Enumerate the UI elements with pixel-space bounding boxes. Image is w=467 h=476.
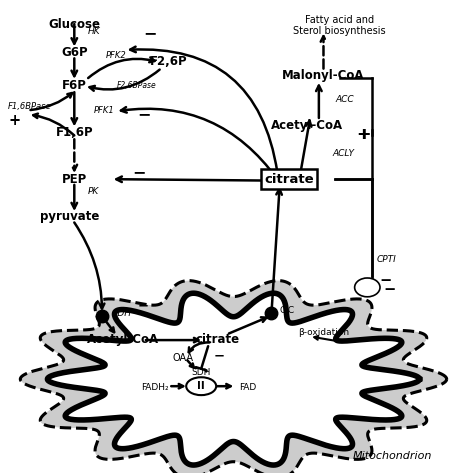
Text: II: II bbox=[198, 381, 205, 391]
Polygon shape bbox=[48, 293, 419, 465]
Text: −: − bbox=[383, 282, 396, 297]
Text: −: − bbox=[138, 300, 149, 313]
Text: PDH: PDH bbox=[113, 309, 132, 318]
Ellipse shape bbox=[354, 278, 380, 297]
Text: Acetyl-CoA: Acetyl-CoA bbox=[271, 119, 343, 131]
Text: +: + bbox=[8, 113, 21, 128]
Text: −: − bbox=[137, 107, 150, 122]
Text: ACC: ACC bbox=[335, 95, 354, 104]
Text: SDH: SDH bbox=[191, 367, 211, 377]
Text: ACLY: ACLY bbox=[333, 149, 355, 158]
Text: citrate: citrate bbox=[195, 333, 240, 346]
Text: G6P: G6P bbox=[61, 46, 88, 59]
Text: −: − bbox=[132, 166, 146, 180]
Text: −: − bbox=[380, 273, 392, 288]
Text: +: + bbox=[357, 127, 370, 142]
Polygon shape bbox=[21, 281, 447, 476]
Text: FAD: FAD bbox=[239, 383, 256, 392]
Text: citrate: citrate bbox=[264, 173, 314, 186]
Text: F6P: F6P bbox=[62, 79, 87, 91]
Text: Malonyl-CoA: Malonyl-CoA bbox=[282, 69, 365, 82]
Text: F2,6P: F2,6P bbox=[150, 55, 188, 68]
Text: −: − bbox=[213, 349, 224, 362]
Text: F1,6P: F1,6P bbox=[56, 126, 93, 139]
Text: PK: PK bbox=[88, 188, 99, 197]
Text: OAA: OAA bbox=[172, 353, 193, 363]
Text: Sterol biosynthesis: Sterol biosynthesis bbox=[293, 26, 386, 36]
Text: PFK1: PFK1 bbox=[94, 107, 115, 116]
Text: HK: HK bbox=[88, 27, 101, 36]
Text: F2,6BPase: F2,6BPase bbox=[117, 81, 156, 90]
Text: PFK2: PFK2 bbox=[106, 51, 126, 60]
Text: F1,6BPase: F1,6BPase bbox=[7, 102, 51, 111]
Text: +: + bbox=[356, 127, 369, 142]
Text: pyruvate: pyruvate bbox=[40, 210, 99, 223]
Text: CPTI: CPTI bbox=[376, 255, 396, 264]
Text: β-oxidation: β-oxidation bbox=[298, 327, 349, 337]
Ellipse shape bbox=[186, 377, 216, 395]
Text: CIC: CIC bbox=[280, 307, 295, 316]
Text: Fatty acid and: Fatty acid and bbox=[305, 15, 374, 25]
Text: FADH₂: FADH₂ bbox=[141, 383, 169, 392]
Text: Glucose: Glucose bbox=[48, 18, 100, 31]
Text: Acetyl-CoA: Acetyl-CoA bbox=[87, 333, 159, 346]
Text: −: − bbox=[144, 26, 157, 41]
Text: Mitochondrion: Mitochondrion bbox=[353, 451, 432, 461]
Text: PEP: PEP bbox=[62, 173, 87, 186]
